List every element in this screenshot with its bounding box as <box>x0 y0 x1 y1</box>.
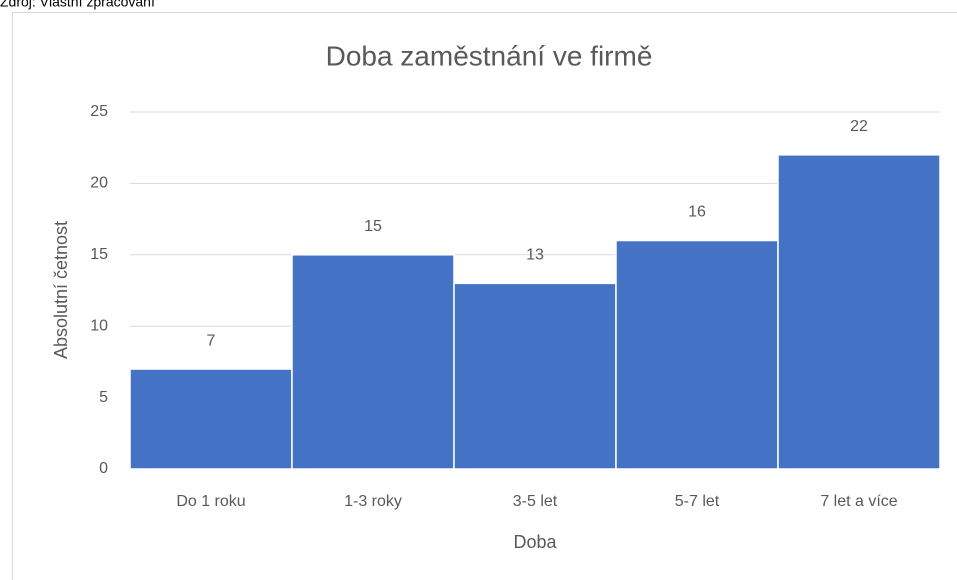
bar <box>453 282 617 470</box>
bar <box>777 154 941 470</box>
x-tick-label: Do 1 roku <box>176 493 245 510</box>
x-tick-label: 7 let a více <box>820 493 897 510</box>
y-tick-label: 5 <box>99 389 108 406</box>
y-tick-label: 10 <box>90 317 108 334</box>
y-tick-label: 25 <box>90 103 108 120</box>
data-label: 16 <box>688 204 706 221</box>
bar <box>129 368 293 470</box>
data-label: 13 <box>526 247 544 264</box>
chart-title: Doba zaměstnání ve firmě <box>326 40 653 71</box>
bar <box>291 254 455 470</box>
data-label: 22 <box>850 118 868 135</box>
data-label: 15 <box>364 218 382 235</box>
x-axis-title: Doba <box>513 532 557 552</box>
x-tick-label: 5-7 let <box>675 493 720 510</box>
y-tick-label: 15 <box>90 246 108 263</box>
data-label: 7 <box>207 332 216 349</box>
y-axis-title: Absolutní četnost <box>51 221 71 359</box>
y-tick-label: 0 <box>99 460 108 477</box>
x-tick-label: 3-5 let <box>513 493 558 510</box>
source-note: Zdroj: Vlastní zpracování <box>0 0 155 10</box>
y-tick-label: 20 <box>90 175 108 192</box>
x-tick-label: 1-3 roky <box>344 493 402 510</box>
bar <box>615 239 779 470</box>
